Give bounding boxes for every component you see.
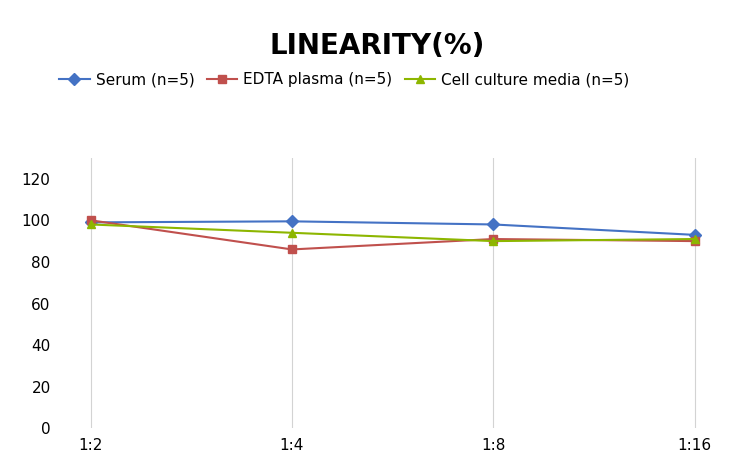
Text: LINEARITY(%): LINEARITY(%) [270, 32, 485, 60]
Serum (n=5) [690, 232, 699, 238]
EDTA plasma (n=5) [690, 239, 699, 244]
Legend: Serum (n=5), EDTA plasma (n=5), Cell culture media (n=5): Serum (n=5), EDTA plasma (n=5), Cell cul… [53, 66, 636, 93]
Line: EDTA plasma (n=5): EDTA plasma (n=5) [86, 216, 699, 253]
Cell culture media (n=5) [288, 230, 297, 235]
Line: Serum (n=5): Serum (n=5) [86, 217, 699, 239]
Serum (n=5) [488, 222, 498, 227]
Cell culture media (n=5) [488, 239, 498, 244]
Line: Cell culture media (n=5): Cell culture media (n=5) [86, 220, 699, 245]
EDTA plasma (n=5) [86, 217, 95, 223]
Cell culture media (n=5) [86, 222, 95, 227]
Serum (n=5) [288, 219, 297, 224]
EDTA plasma (n=5) [288, 247, 297, 252]
Serum (n=5) [86, 220, 95, 225]
Cell culture media (n=5) [690, 236, 699, 242]
EDTA plasma (n=5) [488, 236, 498, 242]
